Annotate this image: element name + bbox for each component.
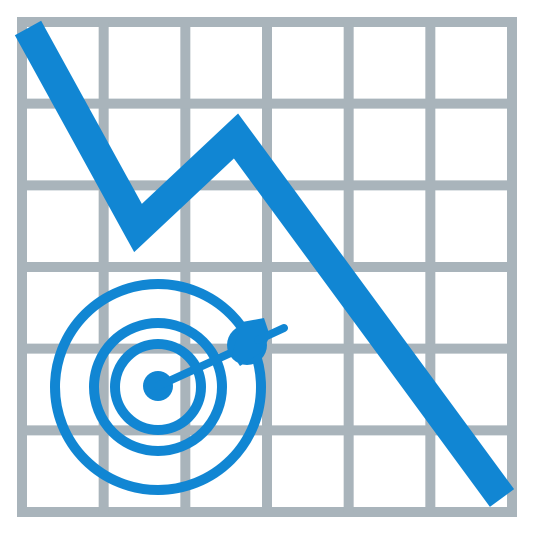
dart-icon [154, 318, 288, 390]
target-middle-ring [89, 318, 227, 456]
dart-flight-fins [232, 318, 270, 366]
dart-tip [254, 324, 288, 344]
chart-grid [17, 17, 517, 517]
target-outer-ring [50, 279, 266, 495]
target-icon [50, 279, 288, 495]
target-inner-ring [110, 339, 206, 435]
downward-trend-line [14, 20, 515, 507]
